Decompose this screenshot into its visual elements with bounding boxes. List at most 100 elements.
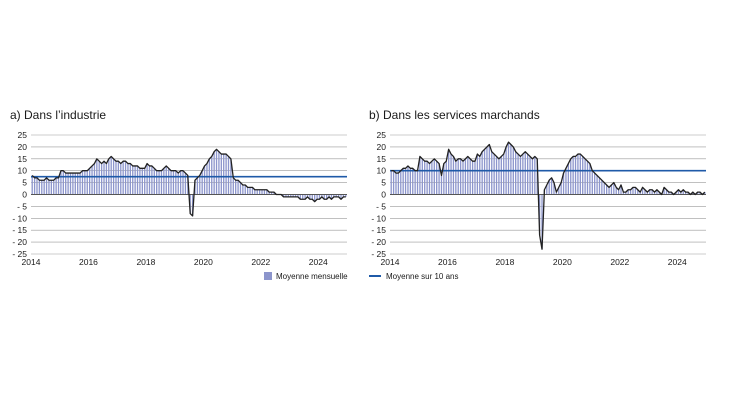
bar [105,163,108,195]
bar [515,151,517,195]
bar [120,163,122,195]
bar [69,173,72,195]
bar [31,175,33,195]
bar [503,154,505,195]
y-tick-label: 15 [377,154,387,164]
bar [603,182,605,195]
bar [323,194,325,200]
bar [524,151,526,195]
bar [318,194,321,200]
y-tick-label: - 25 [371,249,386,259]
y-tick-label: 25 [18,130,28,140]
x-tick-label: 2024 [309,257,328,267]
bar [153,168,155,195]
bar [41,180,43,195]
bar [306,194,309,197]
bar [60,170,62,195]
x-tick-label: 2024 [668,257,687,267]
bar [558,187,560,195]
legend-b-label: Moyenne sur 10 ans [386,272,459,281]
bar [88,168,91,195]
bar [675,192,677,195]
bar [127,163,129,195]
bar [649,189,651,195]
bar [266,189,268,195]
bar [431,161,433,195]
bar [345,194,347,197]
bar [270,192,273,195]
x-tick-label: 2018 [136,257,155,267]
bar [572,156,574,195]
bar [141,168,143,195]
bar [167,168,170,195]
bar [177,173,179,195]
bar [620,184,622,195]
bar [395,173,397,195]
bar [637,189,639,195]
bar [471,161,474,195]
bar [440,175,443,195]
bar [321,194,323,197]
bar [117,161,120,195]
bar [122,161,124,195]
bar [517,154,519,195]
bar [235,180,237,195]
bar [36,177,38,195]
bar [610,184,613,195]
bar [550,177,553,195]
bar [510,144,512,195]
bar [582,156,584,195]
bar [268,192,270,195]
bar [311,194,313,200]
bar [488,144,491,195]
y-tick-label: - 5 [376,201,386,211]
bar [43,180,45,195]
bar [459,158,462,195]
bar [246,187,249,195]
bar [146,163,148,195]
bar [555,192,558,195]
bar [601,180,603,195]
bar [436,161,438,195]
bar [237,180,239,195]
y-tick-label: - 20 [12,237,27,247]
bar [412,168,414,195]
bar [534,156,536,195]
bar [644,189,646,195]
bar [596,175,598,195]
bar [613,182,615,195]
bar [337,194,340,197]
x-tick-label: 2014 [381,257,400,267]
bar [541,194,543,250]
bar [201,170,203,195]
bar [74,173,76,195]
y-tick-label: 10 [377,166,387,176]
bar [392,170,395,195]
bar [206,163,208,195]
bar [227,156,230,195]
bar [680,192,682,195]
bar [438,163,440,195]
bar [663,187,665,195]
bar [211,156,213,195]
bar [692,192,694,195]
bar [641,187,644,195]
bar [151,165,153,195]
bar [522,154,524,195]
bar [634,187,637,195]
bar [455,161,457,195]
bar [328,194,330,197]
bar [136,165,139,195]
bar [474,161,476,195]
bar [560,182,562,195]
bar [404,168,407,195]
bar [203,165,206,195]
bar [507,142,510,195]
bar [165,165,167,195]
bar [450,154,452,195]
bar [682,189,684,195]
bar [479,156,481,195]
bar [242,184,244,195]
